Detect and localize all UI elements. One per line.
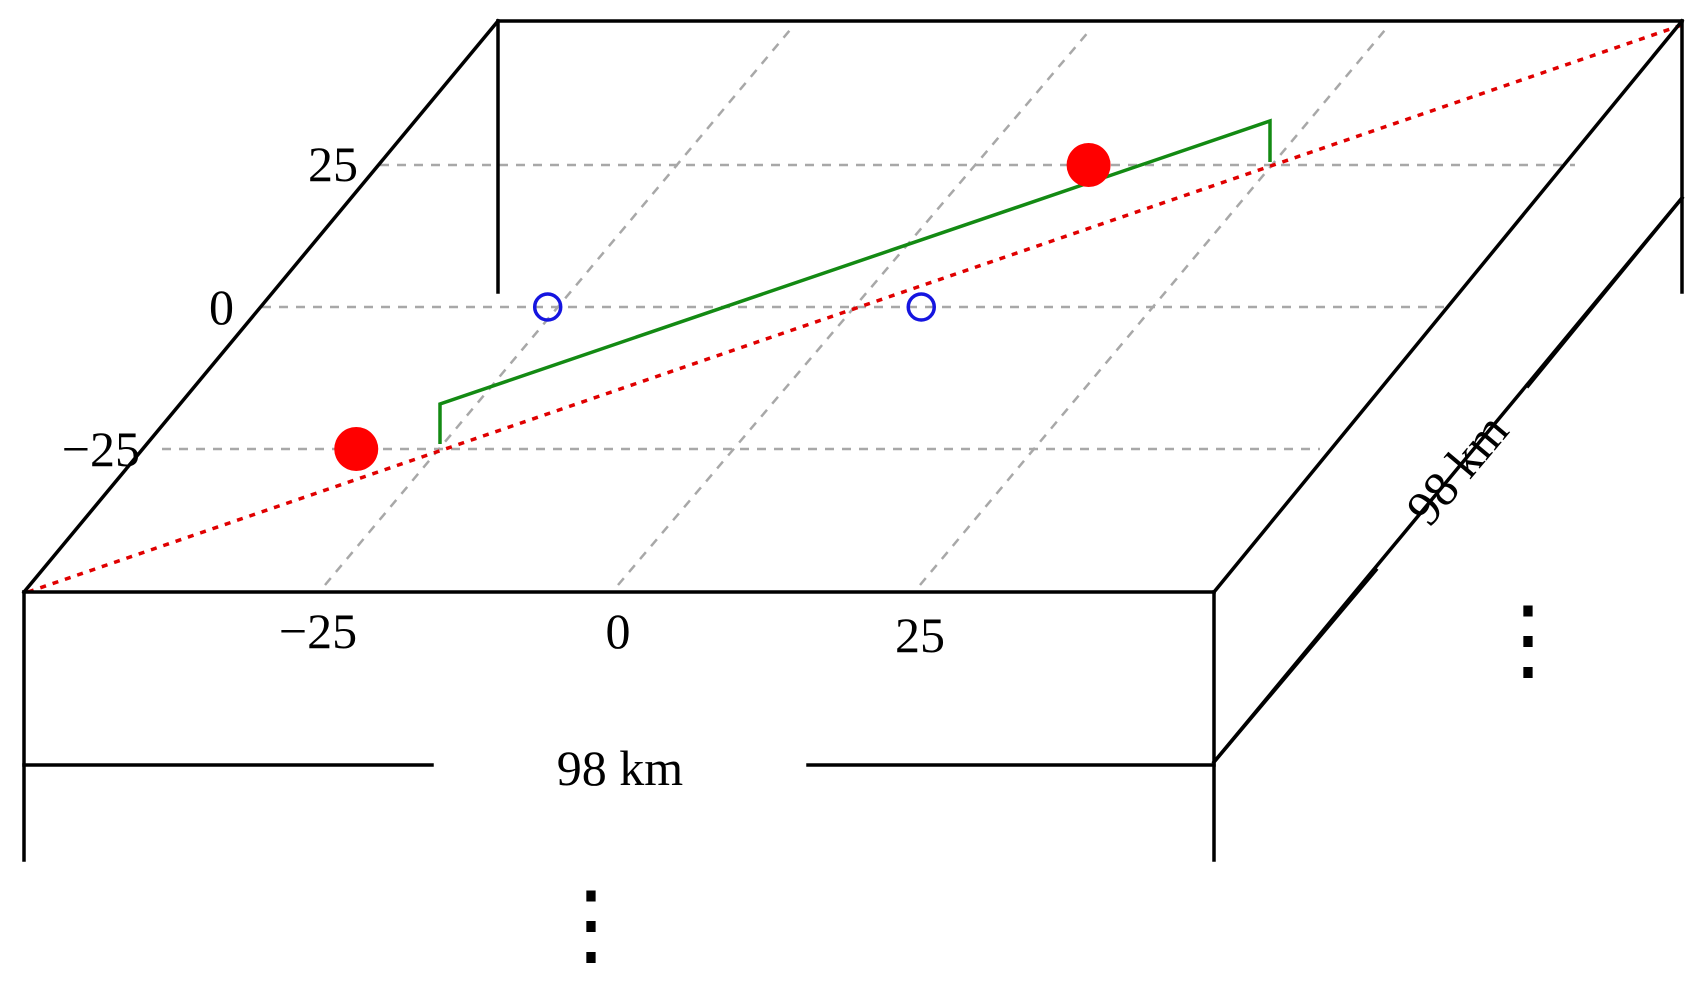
right-depth-dimension-upper (1525, 195, 1685, 389)
x-axis-tick-labels: −25 0 25 (279, 603, 945, 663)
diagonal-reference-line (27, 23, 1683, 594)
depth-dimension-label: 98 km (1395, 403, 1519, 536)
y-tick-label-25: 25 (308, 136, 358, 192)
y-tick-label-0: 0 (209, 279, 234, 335)
y-axis-tick-labels: 25 0 −25 (62, 136, 358, 477)
x-tick-label-25: 25 (895, 607, 945, 663)
y-tick-label-neg25: −25 (62, 421, 140, 477)
top-right-edge (1211, 18, 1685, 595)
route-line (438, 118, 1272, 444)
filled-marker-1 (334, 427, 379, 471)
top-left-edge (21, 18, 501, 595)
block-outline (21, 18, 1685, 862)
grid-line-x-neg25 (324, 29, 791, 586)
markers (334, 143, 1111, 471)
hollow-marker-2 (906, 292, 936, 322)
width-dimension-label: 98 km (557, 740, 684, 796)
bottom-continuation-marker: ⋮ (546, 876, 636, 975)
x-tick-label-neg25: −25 (279, 603, 357, 659)
hollow-marker-1 (532, 292, 563, 322)
x-tick-label-0: 0 (606, 603, 631, 659)
filled-marker-2 (1066, 143, 1111, 187)
grid-lines (162, 29, 1575, 586)
grid-line-x-25 (919, 29, 1386, 586)
right-depth-dimension-lower (1211, 567, 1379, 765)
right-continuation-marker: ⋮ (1483, 591, 1573, 690)
